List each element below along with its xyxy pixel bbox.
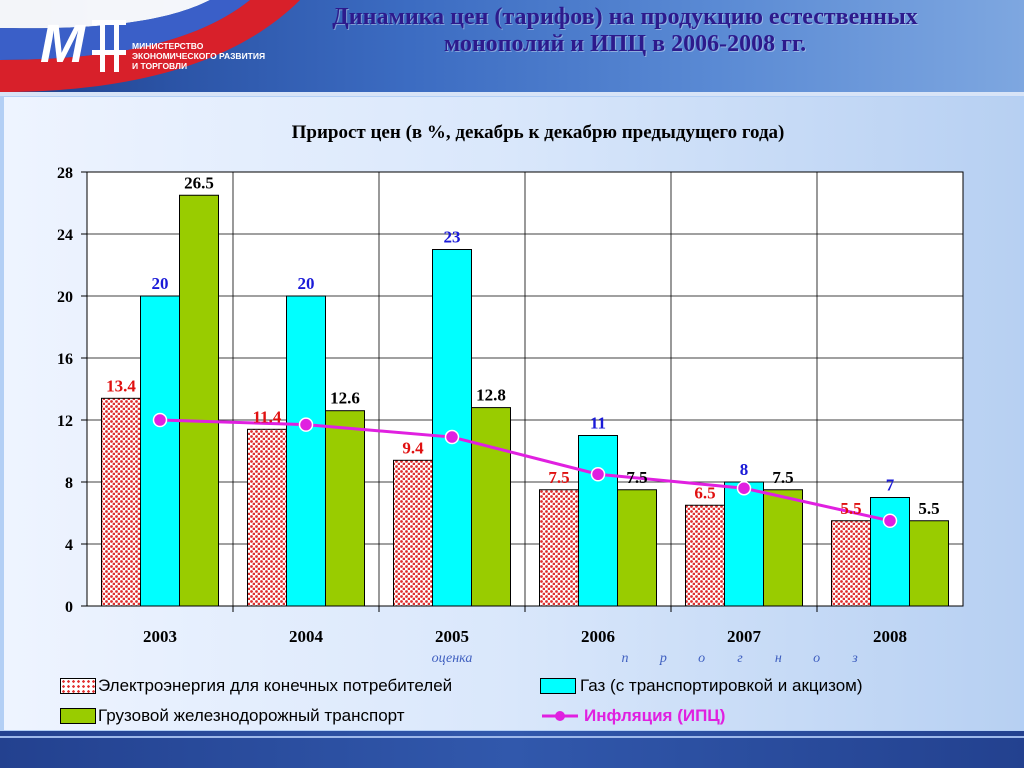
page-title-line-1: Динамика цен (тарифов) на продукцию есте… xyxy=(332,4,918,30)
footer-divider xyxy=(0,736,1024,738)
inflation-polyline xyxy=(159,418,891,523)
bar-rail-2006 xyxy=(617,489,657,607)
annotation-estimate: оценка xyxy=(432,651,473,666)
y-tick-label-24: 24 xyxy=(57,227,73,244)
header-divider xyxy=(0,92,1024,96)
ministry-line-2: ЭКОНОМИЧЕСКОГО РАЗВИТИЯ xyxy=(132,51,266,61)
data-label-electricity-2007: 6.5 xyxy=(694,483,715,502)
data-label-electricity-2006: 7.5 xyxy=(548,468,569,487)
x-axis: 2003 2004 2005 2006 2007 2008 xyxy=(143,627,907,646)
x-tick-label-2008: 2008 xyxy=(873,627,907,646)
y-tick-label-20: 20 xyxy=(57,289,73,306)
ministry-name: МИНИСТЕРСТВО ЭКОНОМИЧЕСКОГО РАЗВИТИЯ И Т… xyxy=(132,41,272,71)
bar-gas-2005 xyxy=(432,249,472,607)
bar-gas-2004 xyxy=(286,295,326,607)
header-banner: M МИНИСТЕРСТВО ЭКОНОМИЧЕСКОГО РАЗВИТИЯ И… xyxy=(0,0,1024,92)
data-label-gas-2003: 20 xyxy=(152,274,169,293)
bar-rail-2003 xyxy=(179,194,219,607)
chart-title: Прирост цен (в %, декабрь к декабрю пред… xyxy=(292,122,785,143)
data-label-rail-2007: 7.5 xyxy=(772,468,793,487)
inflation-point-2007 xyxy=(736,480,752,496)
data-label-gas-2007: 8 xyxy=(740,460,749,479)
y-axis: 0 4 8 12 16 20 24 28 xyxy=(57,165,87,616)
grid xyxy=(87,172,963,612)
bar-electricity-2004 xyxy=(247,428,287,607)
inflation-point-2006 xyxy=(590,467,606,482)
bar-gas-2007 xyxy=(724,481,764,607)
legend-swatch-inflation xyxy=(542,711,578,721)
data-label-rail-2006: 7.5 xyxy=(626,468,647,487)
bar-electricity-2005 xyxy=(393,459,433,607)
data-label-electricity-2004: 11.4 xyxy=(253,407,282,426)
legend-label-inflation: Инфляция (ИПЦ) xyxy=(584,706,726,725)
bar-gas-2006 xyxy=(578,435,618,607)
data-label-electricity-2005: 9.4 xyxy=(402,438,424,457)
page-title: Динамика цен (тарифов) на продукцию есте… xyxy=(250,4,1000,58)
inflation-point-2008 xyxy=(882,513,898,528)
annotation-forecast-letter-4: н xyxy=(775,651,782,666)
ministry-line-3: И ТОРГОВЛИ xyxy=(132,61,188,71)
y-tick-label-16: 16 xyxy=(57,351,73,368)
legend-swatch-gas xyxy=(540,678,576,694)
data-label-gas-2004: 20 xyxy=(298,274,315,293)
bar-rail-2008 xyxy=(909,520,949,607)
data-label-electricity-2008: 5.5 xyxy=(840,499,861,518)
bar-rail-2005 xyxy=(471,407,511,607)
legend-swatch-rail xyxy=(60,708,96,724)
y-tick-label-0: 0 xyxy=(65,599,73,616)
annotation-forecast-letter-0: п xyxy=(622,651,629,666)
x-tick-label-2007: 2007 xyxy=(727,627,762,646)
data-label-gas-2008: 7 xyxy=(886,476,895,495)
annotation-forecast-letter-6: з xyxy=(851,651,858,666)
bar-gas-2003 xyxy=(140,295,180,607)
bar-electricity-2007 xyxy=(685,504,725,607)
annotation-forecast-letter-2: о xyxy=(698,651,705,666)
legend-label-rail: Грузовой железнодорожный транспорт xyxy=(98,706,405,725)
page-title-line-2: монополий и ИПЦ в 2006-2008 гг. xyxy=(443,31,807,57)
svg-text:M: M xyxy=(40,14,86,74)
annotation-forecast-letter-1: р xyxy=(659,651,667,666)
legend-swatch-electricity xyxy=(60,678,96,694)
x-tick-label-2004: 2004 xyxy=(289,627,324,646)
inflation-point-2005 xyxy=(444,429,460,445)
x-tick-label-2003: 2003 xyxy=(143,627,177,646)
inflation-point-2004 xyxy=(298,417,314,432)
data-label-rail-2003: 26.5 xyxy=(184,173,214,192)
x-tick-label-2006: 2006 xyxy=(581,627,615,646)
bar-electricity-2006 xyxy=(539,489,579,607)
data-labels: 13.4 11.4 9.4 7.5 6.5 5.5 20 20 23 11 8 7 26.5 12.6 12… xyxy=(106,173,940,518)
data-label-gas-2005: 23 xyxy=(444,228,461,247)
data-label-rail-2005: 12.8 xyxy=(476,386,506,405)
inflation-point-2003 xyxy=(152,412,168,428)
bar-electricity-2008 xyxy=(831,520,871,607)
ministry-logo-icon: M xyxy=(40,14,126,74)
data-label-rail-2008: 5.5 xyxy=(918,499,939,518)
y-tick-label-4: 4 xyxy=(65,537,73,554)
y-tick-label-28: 28 xyxy=(57,165,73,182)
data-label-electricity-2003: 13.4 xyxy=(106,376,136,395)
x-tick-label-2005: 2005 xyxy=(435,627,469,646)
annotation-forecast-letter-3: г xyxy=(737,651,743,666)
ministry-line-1: МИНИСТЕРСТВО xyxy=(132,41,204,51)
legend-label-electricity: Электроэнергия для конечных потребителей xyxy=(98,676,453,695)
y-tick-label-8: 8 xyxy=(65,475,73,492)
bar-rail-2004 xyxy=(325,410,365,607)
annotations: оценка п р о г н о з xyxy=(432,651,859,666)
y-tick-label-12: 12 xyxy=(57,413,73,430)
data-label-gas-2006: 11 xyxy=(590,414,606,433)
flag-graphic xyxy=(0,0,300,92)
bar-rail-2007 xyxy=(763,489,803,607)
annotation-forecast-letter-5: о xyxy=(813,651,820,666)
data-label-rail-2004: 12.6 xyxy=(330,389,360,408)
bar-electricity-2003 xyxy=(101,397,141,607)
inflation-line xyxy=(152,412,898,528)
legend-label-gas: Газ (с транспортировкой и акцизом) xyxy=(580,676,863,695)
bars xyxy=(101,194,949,607)
